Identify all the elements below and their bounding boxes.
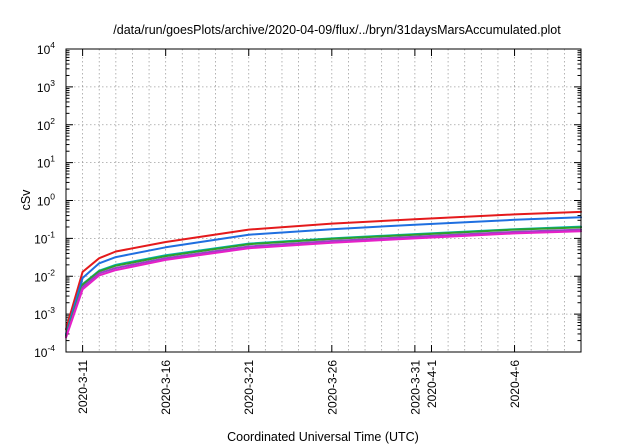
series-line-1	[65, 210, 582, 331]
x-tick-label: 2020-4-1	[425, 360, 439, 408]
series-lines	[65, 210, 582, 339]
y-tick-label: 100	[37, 192, 55, 209]
y-tick-exponent: 2	[50, 116, 55, 126]
y-tick-exponent: -2	[47, 267, 55, 277]
y-tick-base: 10	[37, 43, 51, 57]
y-tick-base: 10	[37, 195, 51, 209]
y-tick-exponent: 1	[50, 154, 55, 164]
y-tick-exponent: 0	[50, 192, 55, 202]
series-line-4	[65, 226, 582, 337]
y-tick-label: 103	[37, 78, 55, 95]
y-tick-base: 10	[37, 157, 51, 171]
y-tick-base: 10	[34, 270, 48, 284]
x-tick-labels: 2020-3-11 2020-3-16 2020-3-21 2020-3-26 2020…	[76, 360, 522, 415]
x-tick-label: 2020-3-31	[408, 360, 422, 415]
y-tick-base: 10	[34, 308, 48, 322]
y-tick-base: 10	[34, 346, 48, 360]
y-tick-base: 10	[37, 81, 51, 95]
series-line-6	[65, 230, 582, 339]
y-tick-label: 104	[37, 40, 55, 57]
y-tick-label: 101	[37, 154, 55, 171]
grid-lines	[66, 49, 581, 352]
y-tick-label: 10-1	[34, 229, 55, 246]
y-tick-base: 10	[34, 232, 48, 246]
chart-title: /data/run/goesPlots/archive/2020-04-09/f…	[113, 23, 561, 37]
x-tick-label: 2020-4-6	[508, 360, 522, 408]
y-tick-exponent: -4	[47, 343, 55, 353]
series-line-5	[65, 228, 582, 338]
y-tick-exponent: -3	[47, 305, 55, 315]
y-axis-label: cSv	[19, 189, 33, 211]
y-tick-label: 10-3	[34, 305, 55, 322]
y-tick-exponent: -1	[47, 229, 55, 239]
series-line-2	[65, 216, 582, 335]
y-tick-exponent: 3	[50, 78, 55, 88]
plot-frame	[65, 48, 582, 353]
y-tick-label: 10-4	[34, 343, 55, 360]
x-axis-label: Coordinated Universal Time (UTC)	[227, 430, 419, 444]
x-tick-label: 2020-3-16	[159, 360, 173, 415]
x-tick-label: 2020-3-11	[76, 360, 90, 414]
y-tick-exponent: 4	[50, 40, 55, 50]
y-tick-label: 10-2	[34, 267, 55, 284]
y-tick-base: 10	[37, 119, 51, 133]
y-tick-label: 102	[37, 116, 55, 133]
x-tick-label: 2020-3-21	[242, 360, 256, 415]
x-tick-label: 2020-3-26	[325, 360, 339, 415]
